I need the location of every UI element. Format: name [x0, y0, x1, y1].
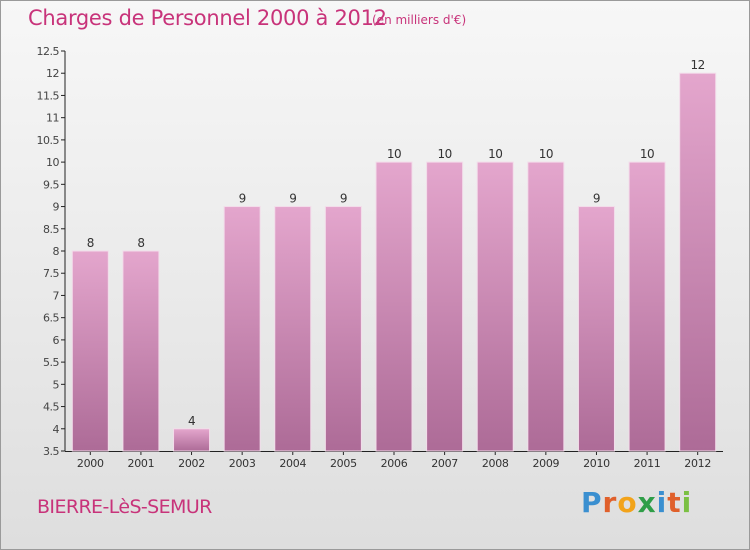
x-tick-label: 2003 [229, 457, 256, 470]
bar-2004 [274, 206, 312, 452]
y-tick-label: 9.5 [43, 178, 59, 191]
bar-2011 [628, 161, 666, 452]
bars [71, 72, 717, 452]
bar-2006 [375, 161, 413, 452]
logo-letter: t [667, 486, 682, 519]
bar-value-label: 9 [340, 192, 347, 206]
bar-2007 [426, 161, 464, 452]
bar-2008 [476, 161, 514, 452]
x-tick-label: 2009 [532, 457, 559, 470]
x-tick-label: 2001 [128, 457, 155, 470]
y-tick-label: 4 [53, 423, 60, 436]
x-tick-label: 2002 [178, 457, 205, 470]
x-tick-label: 2008 [482, 457, 509, 470]
x-tick-label: 2011 [634, 457, 661, 470]
bar-value-label: 9 [593, 192, 600, 206]
x-tick-label: 2005 [330, 457, 357, 470]
x-tick-label: 2006 [381, 457, 408, 470]
x-tick-label: 2010 [583, 457, 610, 470]
y-tick-label: 11 [46, 112, 59, 125]
bar-2009 [527, 161, 565, 452]
bar-2010 [577, 206, 615, 452]
bar-2003 [223, 206, 261, 452]
x-tick-label: 2004 [279, 457, 306, 470]
y-tick-label: 7.5 [43, 267, 59, 280]
y-tick-label: 3.5 [43, 445, 59, 458]
y-tick-label: 6 [53, 334, 60, 347]
y-tick-label: 10.5 [37, 134, 60, 147]
bar-value-label: 10 [539, 147, 553, 161]
y-tick-label: 5.5 [43, 356, 59, 369]
y-tick-label: 11.5 [37, 89, 60, 102]
y-tick-label: 10 [46, 156, 59, 169]
y-tick-label: 12 [46, 67, 59, 80]
x-tick-label: 2007 [431, 457, 458, 470]
bar-value-label: 8 [87, 236, 94, 250]
logo-letter: i [681, 486, 693, 519]
bar-value-label: 10 [488, 147, 502, 161]
bar-2012 [679, 72, 717, 452]
bar-value-label: 10 [387, 147, 401, 161]
bar-value-label: 12 [691, 58, 705, 72]
logo-letter: x [637, 486, 657, 519]
bar-value-label: 10 [640, 147, 654, 161]
logo-letter: o [617, 486, 638, 519]
y-tick-label: 9 [53, 201, 60, 214]
y-tick-label: 8.5 [43, 223, 59, 236]
bar-2000 [71, 250, 109, 452]
chart-title: Charges de Personnel 2000 à 2012 [28, 6, 387, 30]
y-tick-label: 7 [53, 289, 60, 302]
bar-2005 [324, 206, 362, 452]
y-tick-label: 12.5 [37, 45, 60, 58]
x-tick-label: 2012 [684, 457, 711, 470]
logo-letter: P [581, 486, 603, 519]
commune-name: BIERRE-LèS-SEMUR [37, 496, 212, 518]
y-tick-label: 4.5 [43, 401, 59, 414]
bar-labels: 2000 8 2001 8 2002 4 2003 9 2004 9 2005 9 2006 10 2007… [77, 58, 711, 470]
chart-subtitle: (en milliers d'€) [372, 13, 467, 27]
bar-value-label: 9 [289, 192, 296, 206]
bar-value-label: 4 [188, 414, 195, 428]
y-tick-label: 6.5 [43, 312, 59, 325]
logo-letter: r [602, 486, 618, 519]
bar-value-label: 10 [437, 147, 451, 161]
proxiti-logo: Proxiti [581, 486, 692, 519]
y-tick-label: 8 [53, 245, 60, 258]
axes: 3.5 4 4.5 5 5.5 6 6.5 7 7.5 8 8.5 9 9.5 10 10.5 11 11.5 1… [37, 45, 723, 458]
bar-2001 [122, 250, 160, 452]
y-tick-label: 5 [53, 378, 60, 391]
logo-letter: i [656, 486, 668, 519]
bar-value-label: 8 [137, 236, 144, 250]
x-tick-label: 2000 [77, 457, 104, 470]
bar-2002 [173, 428, 211, 452]
bar-value-label: 9 [239, 192, 246, 206]
